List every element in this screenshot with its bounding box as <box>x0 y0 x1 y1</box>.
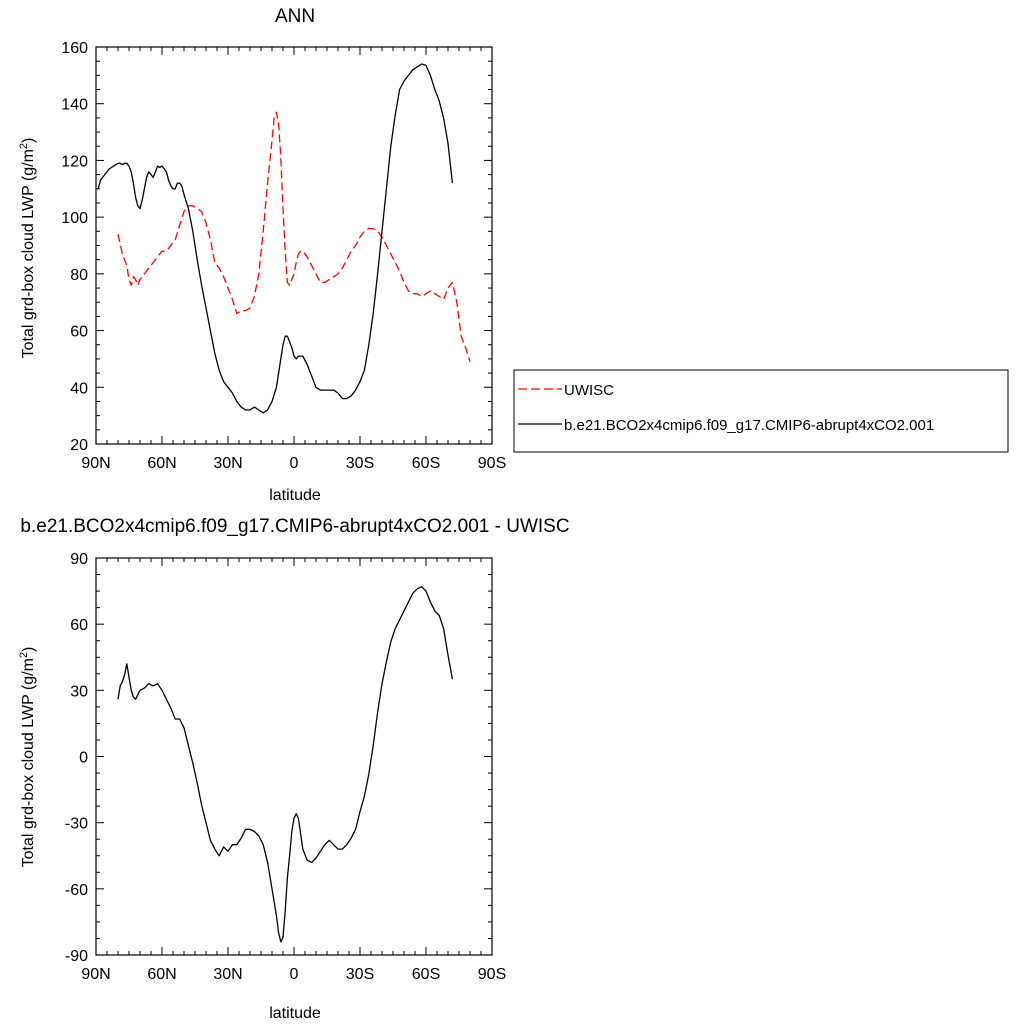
top-y-axis-label-sup: 2 <box>18 143 30 149</box>
bottom-x-tick-label: 0 <box>290 966 299 983</box>
bottom-x-tick-label: 60N <box>147 966 176 983</box>
top-y-tick-label: 20 <box>70 437 88 454</box>
top-y-tick-label: 100 <box>61 210 88 227</box>
bottom-y-axis-label-text: Total grd-box cloud LWP (g/m <box>20 658 37 867</box>
bottom-y-tick-label: 0 <box>79 750 88 767</box>
top-y-tick-label: 120 <box>61 153 88 170</box>
bottom-y-tick-label: -60 <box>65 882 88 899</box>
top-series-line-1 <box>97 63 454 414</box>
top-plot-area: 90N 60N 30N 0 30S 60S 90S 20 40 60 80 100 120 140 160 <box>61 40 506 472</box>
bottom-x-tick-label: 30S <box>346 966 374 983</box>
legend: UWISC b.e21.BCO2x4cmip6.f09_g17.CMIP6-ab… <box>513 369 1009 453</box>
bottom-y-tick-label: 90 <box>70 551 88 568</box>
top-x-tick-label: 90N <box>81 455 110 472</box>
top-y-axis-label-close: ) <box>20 138 37 143</box>
bottom-chart-title: b.e21.BCO2x4cmip6.f09_g17.CMIP6-abrupt4x… <box>20 516 569 537</box>
top-y-axis-label: Total grd-box cloud LWP (g/m2) <box>18 138 37 359</box>
legend-box <box>513 369 1009 453</box>
top-x-tick-label: 0 <box>290 455 299 472</box>
top-y-tick-label: 140 <box>61 97 88 114</box>
bottom-y-tick-label: -90 <box>65 948 88 965</box>
bottom-y-axis-label: Total grd-box cloud LWP (g/m2) <box>18 647 37 868</box>
bottom-y-tick-label: 60 <box>70 617 88 634</box>
bottom-plot-frame <box>95 557 493 956</box>
bottom-y-axis-label-sup: 2 <box>18 652 30 658</box>
top-y-tick-label: 40 <box>70 380 88 397</box>
legend-label-model: b.e21.BCO2x4cmip6.f09_g17.CMIP6-abrupt4x… <box>564 417 934 434</box>
bottom-y-tick-label: -30 <box>65 816 88 833</box>
bottom-x-tick-label: 60S <box>412 966 440 983</box>
bottom-panel: b.e21.BCO2x4cmip6.f09_g17.CMIP6-abrupt4x… <box>18 516 570 1022</box>
legend-label-uwisc: UWISC <box>564 382 614 399</box>
top-chart-title: ANN <box>275 6 315 27</box>
top-y-axis-label-text: Total grd-box cloud LWP (g/m <box>20 149 37 358</box>
top-series-line-0 <box>117 111 471 362</box>
top-x-tick-label: 30N <box>213 455 242 472</box>
top-x-tick-label: 60N <box>147 455 176 472</box>
top-x-axis-label: latitude <box>269 487 321 504</box>
top-x-tick-label: 90S <box>478 455 506 472</box>
top-y-tick-label: 160 <box>61 40 88 57</box>
bottom-x-tick-label: 90S <box>478 966 506 983</box>
bottom-y-tick-label: 30 <box>70 683 88 700</box>
bottom-x-axis-label: latitude <box>269 1005 321 1022</box>
top-plot-frame <box>95 46 493 445</box>
bottom-y-axis-label-close: ) <box>20 647 37 652</box>
bottom-plot-area: 90N 60N 30N 0 30S 60S 90S -90 -60 -30 0 30 60 90 <box>65 551 506 983</box>
top-x-tick-label: 60S <box>412 455 440 472</box>
top-panel: ANN 90N 60N 30N 0 30S 60S 90S 20 40 60 80 100 120 140… <box>18 6 1009 504</box>
bottom-x-tick-label: 90N <box>81 966 110 983</box>
bottom-series-line-0 <box>117 586 454 943</box>
top-y-tick-label: 60 <box>70 324 88 341</box>
top-x-tick-label: 30S <box>346 455 374 472</box>
top-y-tick-label: 80 <box>70 267 88 284</box>
bottom-x-tick-label: 30N <box>213 966 242 983</box>
